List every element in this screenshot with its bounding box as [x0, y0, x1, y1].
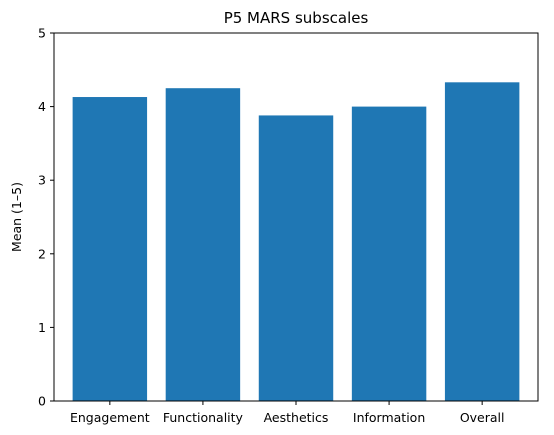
x-tick-label: Engagement: [70, 410, 150, 425]
bar-information: [351, 106, 427, 401]
y-axis: 0 1 2 3 4 5: [38, 26, 54, 409]
bar-functionality: [165, 88, 241, 401]
x-tick-label: Information: [353, 410, 425, 425]
y-axis-label: Mean (1–5): [9, 182, 24, 252]
bar-overall: [444, 82, 520, 401]
chart-title: P5 MARS subscales: [224, 9, 369, 27]
x-tick-label: Overall: [460, 410, 505, 425]
y-tick-label: 2: [38, 246, 46, 261]
x-tick-label: Functionality: [163, 410, 244, 425]
x-tick-label: Aesthetics: [264, 410, 329, 425]
bar-engagement: [72, 97, 148, 401]
y-tick-label: 1: [38, 320, 46, 335]
bars-group: [72, 82, 520, 402]
y-tick-label: 3: [38, 173, 46, 188]
x-axis: Engagement Functionality Aesthetics Informa…: [70, 401, 505, 425]
y-tick-label: 4: [38, 99, 46, 114]
bar-aesthetics: [258, 115, 334, 402]
plot-frame: [53, 32, 539, 402]
y-tick-label: 0: [38, 394, 46, 409]
y-tick-label: 5: [38, 26, 46, 41]
